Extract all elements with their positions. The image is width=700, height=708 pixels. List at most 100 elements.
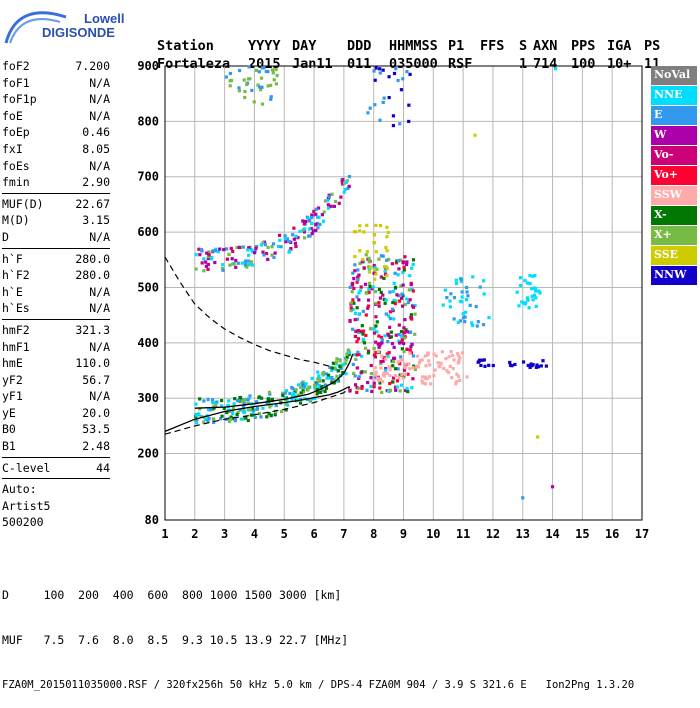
echo-point (441, 303, 445, 307)
echo-point (207, 250, 211, 254)
echo-point (385, 371, 389, 376)
echo-point (385, 258, 389, 262)
echo-point (356, 278, 360, 282)
echo-point (310, 376, 314, 381)
echo-point (255, 244, 259, 249)
echo-point (366, 298, 371, 302)
y-tick-label: 200 (137, 447, 159, 461)
echo-point (330, 376, 334, 380)
echo-point (320, 213, 324, 217)
echo-point (400, 292, 404, 296)
echo-point (400, 347, 404, 351)
legend-item: SSE (651, 245, 697, 265)
param-row: h`Es N/A (2, 300, 110, 317)
echo-point (312, 383, 317, 388)
echo-point (346, 348, 350, 352)
echo-point (233, 419, 237, 423)
echo-point (323, 199, 328, 203)
echo-point (527, 306, 531, 310)
echo-point (286, 403, 290, 407)
param-value: 2.90 (82, 175, 110, 190)
echo-point (303, 227, 307, 231)
echo-point (229, 246, 233, 251)
echo-point (358, 261, 362, 266)
echo-point (317, 379, 322, 383)
ionogram-plot: 1 2 3 4 5 6 7 8 9 10 11 12 13 14 15 16 17802003004005006… (137, 59, 649, 541)
echo-point (290, 393, 294, 397)
echo-point (399, 88, 404, 92)
echo-point (265, 415, 269, 419)
echo-point (390, 262, 394, 266)
echo-point (357, 375, 361, 379)
echo-point (356, 350, 360, 354)
echo-point (532, 293, 537, 297)
echo-point (283, 234, 287, 238)
header-value: 100 (571, 56, 595, 72)
echo-point (480, 358, 484, 362)
echo-point (274, 67, 278, 72)
header-label: AXN (533, 38, 557, 54)
param-name: h`Es (2, 301, 30, 316)
echo-point (329, 204, 333, 208)
echo-point (361, 329, 366, 333)
echo-point (354, 357, 358, 361)
echo-point (288, 391, 292, 396)
echo-point (259, 243, 264, 247)
header-value: 035000 (389, 56, 438, 72)
echo-point (378, 223, 383, 228)
echo-point (296, 236, 300, 240)
param-name: fxI (2, 141, 23, 156)
echo-point (365, 223, 369, 227)
echo-point (211, 398, 215, 402)
echo-point (335, 374, 339, 379)
footer-panel: D 100 200 400 600 800 1000 1500 3000 [km… (2, 558, 634, 708)
echo-point (261, 406, 265, 410)
echo-point (376, 350, 380, 354)
echo-point (385, 235, 389, 239)
echo-point (301, 387, 305, 392)
echo-point (335, 379, 339, 383)
echo-point (409, 345, 413, 349)
echo-point (260, 102, 265, 106)
x-tick-label: 12 (486, 527, 500, 541)
echo-point (518, 283, 523, 288)
echo-point (400, 334, 404, 339)
x-tick-label: 8 (370, 527, 377, 541)
echo-point (440, 350, 444, 354)
echo-point (408, 351, 412, 355)
param-value: N/A (89, 108, 110, 123)
echo-point (231, 411, 235, 416)
echo-point (407, 362, 411, 366)
echo-point (228, 263, 232, 267)
echo-point (381, 359, 385, 363)
echo-point (537, 289, 541, 293)
echo-point (246, 408, 251, 412)
echo-point (352, 277, 356, 281)
header-value: 714 (533, 56, 557, 72)
param-row: foF1p N/A (2, 91, 110, 108)
echo-point (369, 372, 374, 376)
echo-point (308, 399, 312, 403)
echo-point (270, 245, 274, 249)
echo-point (397, 294, 401, 298)
echo-point (237, 68, 242, 73)
echo-point (455, 352, 460, 356)
param-row: C-level 44 (2, 460, 110, 477)
echo-point (398, 341, 402, 345)
echo-point (234, 265, 238, 269)
echo-point (343, 187, 347, 192)
echo-point (365, 249, 370, 254)
header-label: DDD (347, 38, 371, 54)
echo-point (370, 287, 374, 291)
param-name: yF2 (2, 372, 23, 387)
echo-points (193, 65, 558, 500)
echo-point (413, 312, 417, 316)
echo-point (317, 383, 322, 388)
echo-point (367, 260, 371, 264)
echo-point (411, 258, 416, 262)
echo-point (353, 311, 357, 315)
echo-point (398, 373, 402, 377)
echo-point (355, 280, 359, 284)
echo-point (304, 382, 308, 386)
echo-point (314, 212, 318, 216)
